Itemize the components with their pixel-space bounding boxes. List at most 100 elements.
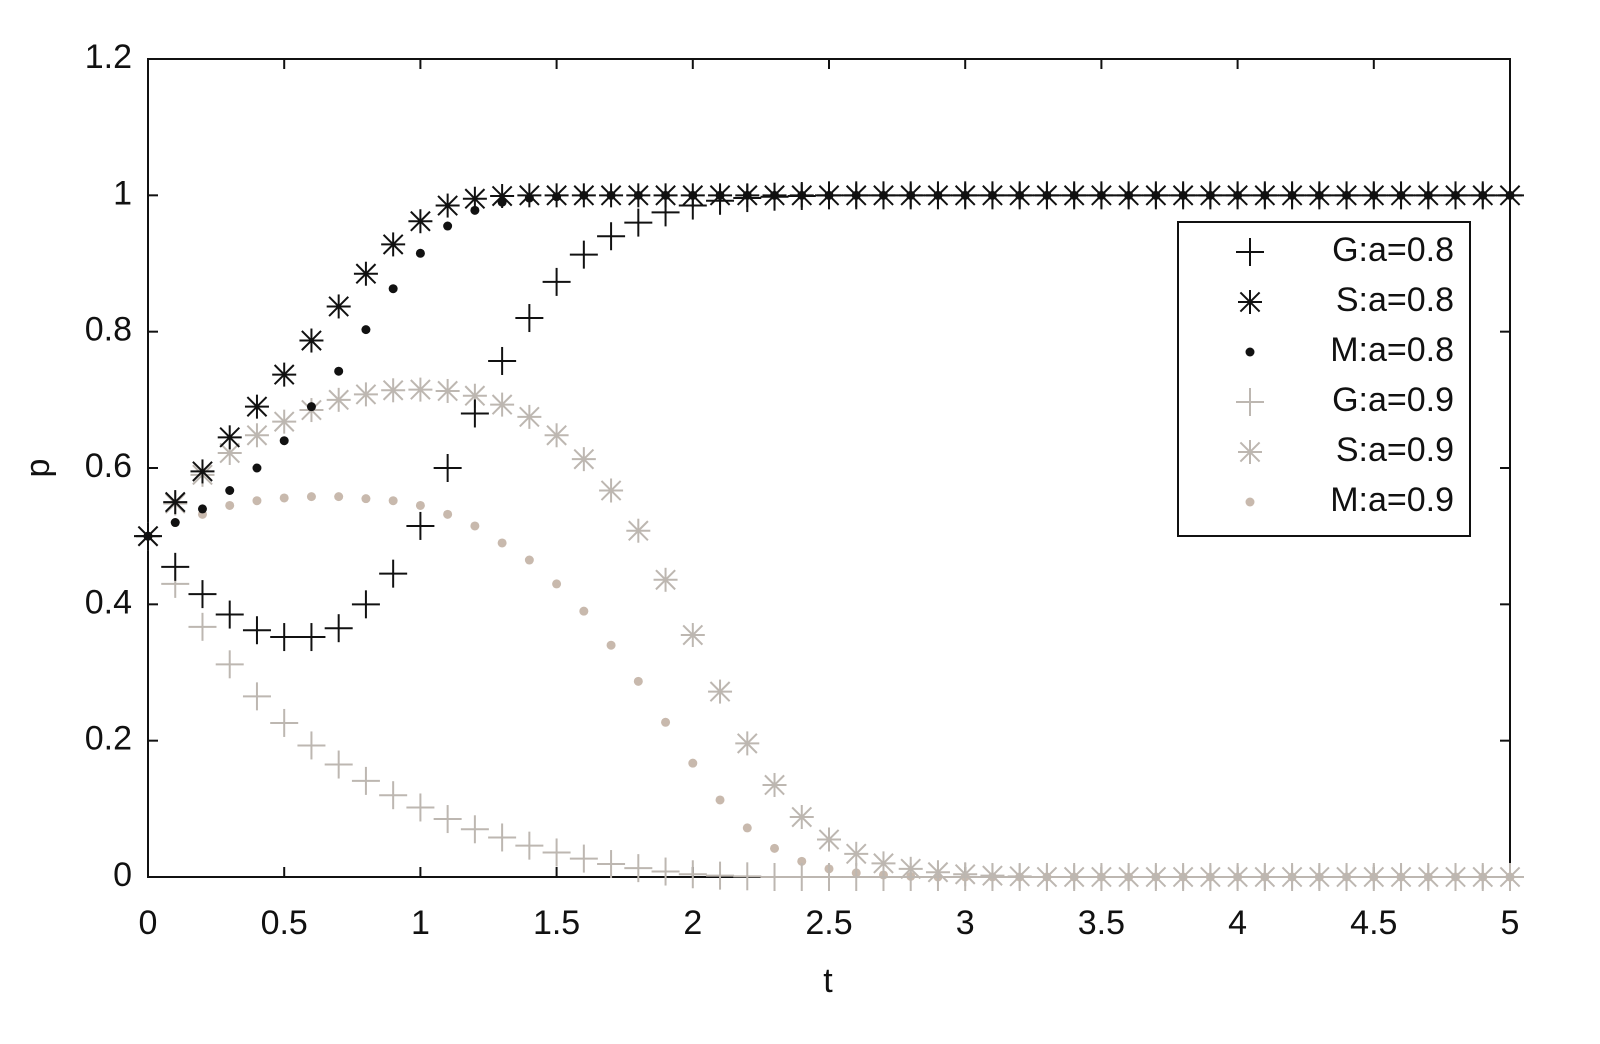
marker-stroke xyxy=(164,491,186,513)
data-point xyxy=(324,614,353,643)
marker-dot xyxy=(170,518,180,528)
data-point xyxy=(225,500,235,510)
marker-stroke xyxy=(491,185,513,207)
data-point xyxy=(1250,181,1279,210)
data-point xyxy=(688,758,698,768)
marker-dot xyxy=(306,492,316,502)
data-point xyxy=(1414,181,1443,210)
data-point xyxy=(306,402,316,412)
data-point xyxy=(1169,181,1198,210)
data-point xyxy=(762,772,787,797)
marker-dot xyxy=(1245,347,1255,357)
data-point xyxy=(651,857,680,886)
data-point xyxy=(272,362,297,387)
data-point xyxy=(1087,863,1116,891)
marker-dot xyxy=(361,325,371,335)
data-point xyxy=(789,805,814,830)
marker-stroke xyxy=(655,185,676,206)
data-point xyxy=(388,284,398,294)
data-point xyxy=(842,863,871,891)
data-point xyxy=(470,521,480,531)
data-point xyxy=(1005,863,1034,891)
marker-dot xyxy=(388,496,398,506)
data-point xyxy=(817,827,841,852)
data-point xyxy=(651,198,680,227)
data-point xyxy=(462,186,487,211)
data-point xyxy=(552,579,562,589)
data-point xyxy=(306,492,316,502)
data-point xyxy=(361,325,371,335)
data-point xyxy=(706,861,735,890)
data-point xyxy=(408,377,433,402)
marker-stroke xyxy=(355,263,377,285)
marker-stroke xyxy=(628,520,649,542)
data-point xyxy=(624,208,653,237)
marker-stroke xyxy=(464,188,486,210)
data-point xyxy=(1223,181,1252,210)
data-point xyxy=(735,731,760,756)
data-point xyxy=(406,793,435,822)
data-point xyxy=(1114,863,1143,891)
marker-stroke xyxy=(273,364,295,385)
legend-label: G:a=0.8 xyxy=(1332,231,1454,269)
data-point xyxy=(606,640,616,650)
marker-stroke xyxy=(464,385,486,407)
data-point xyxy=(626,183,651,208)
data-point xyxy=(842,181,871,210)
y-tick-label: 0.4 xyxy=(85,583,132,621)
data-point xyxy=(242,682,271,711)
marker-stroke xyxy=(491,394,513,415)
marker-stroke xyxy=(219,442,241,464)
legend-marker xyxy=(1238,290,1262,314)
marker-stroke xyxy=(573,185,595,206)
data-point xyxy=(1387,181,1416,210)
legend-box xyxy=(1177,221,1471,537)
data-point xyxy=(270,708,299,737)
data-point xyxy=(815,863,843,891)
data-point xyxy=(1141,181,1170,210)
data-point xyxy=(215,650,244,679)
data-point xyxy=(1060,863,1089,891)
data-point xyxy=(497,538,507,548)
data-point xyxy=(770,843,780,853)
marker-dot xyxy=(579,606,589,616)
data-point xyxy=(1414,863,1443,891)
data-point xyxy=(571,183,596,208)
marker-stroke xyxy=(546,185,567,206)
data-point xyxy=(1441,181,1470,210)
data-point xyxy=(1441,863,1470,891)
data-point xyxy=(760,863,789,891)
marker-stroke xyxy=(655,569,676,591)
marker-dot xyxy=(225,485,235,495)
marker-dot xyxy=(633,676,643,686)
legend-marker xyxy=(1236,388,1264,416)
marker-stroke xyxy=(410,210,431,232)
data-point xyxy=(715,795,725,805)
data-point xyxy=(326,294,351,319)
data-point xyxy=(678,191,707,220)
data-point xyxy=(353,382,378,407)
data-point xyxy=(1332,863,1361,891)
marker-dot xyxy=(715,795,725,805)
data-point xyxy=(215,600,244,629)
data-point xyxy=(433,805,462,834)
marker-dot xyxy=(334,366,344,376)
marker-dot xyxy=(661,717,671,727)
data-point xyxy=(760,182,789,211)
data-point xyxy=(1359,863,1388,891)
data-point xyxy=(515,831,544,860)
data-point xyxy=(351,766,380,795)
data-point xyxy=(599,478,624,503)
data-point xyxy=(1060,181,1089,210)
data-point xyxy=(1278,181,1307,210)
data-point xyxy=(978,863,1007,891)
data-point xyxy=(517,404,542,429)
marker-stroke xyxy=(736,733,758,754)
marker-dot xyxy=(197,504,207,514)
marker-stroke xyxy=(437,380,458,402)
legend-label: S:a=0.9 xyxy=(1336,431,1454,469)
marker-stroke xyxy=(764,774,785,796)
marker-dot xyxy=(252,496,262,506)
data-point xyxy=(544,423,569,448)
marker-stroke xyxy=(573,448,595,470)
